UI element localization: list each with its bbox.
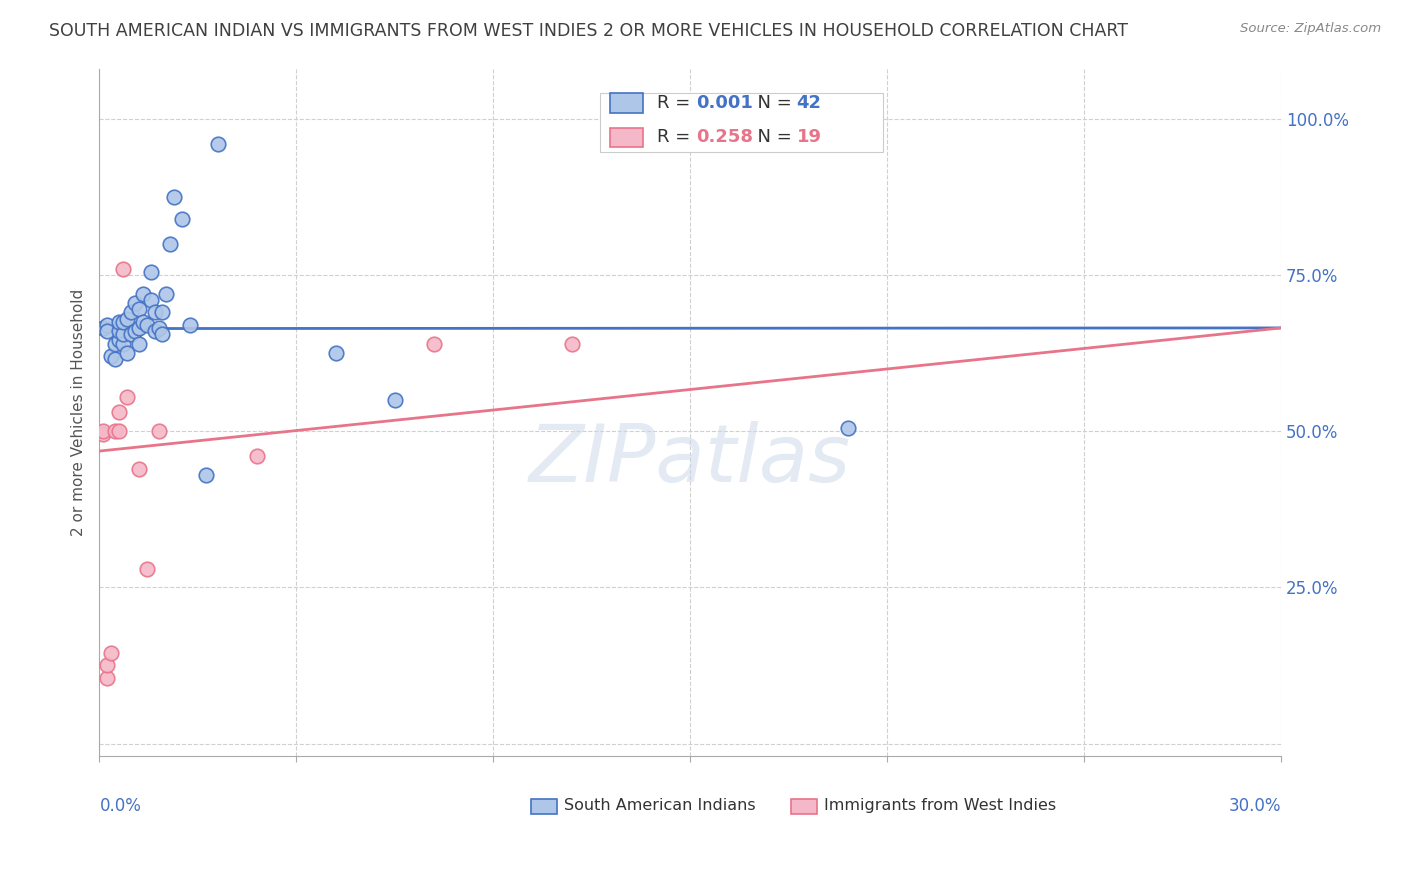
Point	[163, 189, 186, 203]
Point	[143, 324, 166, 338]
Text: N =: N =	[745, 94, 797, 112]
Point	[143, 305, 166, 319]
Point	[139, 265, 162, 279]
Point	[93, 321, 115, 335]
Point	[115, 390, 138, 404]
Point	[423, 336, 446, 351]
Point	[108, 315, 131, 329]
Point	[96, 318, 118, 332]
Text: 0.258: 0.258	[696, 128, 754, 146]
Point	[115, 346, 138, 360]
Point	[112, 315, 135, 329]
Point	[108, 405, 131, 419]
Point	[112, 327, 135, 342]
Bar	[790, 798, 817, 814]
Point	[100, 349, 122, 363]
Point	[179, 318, 201, 332]
Bar	[610, 94, 643, 112]
Point	[132, 315, 155, 329]
Bar	[530, 798, 557, 814]
Point	[100, 646, 122, 660]
Text: 30.0%: 30.0%	[1229, 797, 1281, 814]
Point	[108, 334, 131, 348]
Text: Source: ZipAtlas.com: Source: ZipAtlas.com	[1240, 22, 1381, 36]
Text: SOUTH AMERICAN INDIAN VS IMMIGRANTS FROM WEST INDIES 2 OR MORE VEHICLES IN HOUSE: SOUTH AMERICAN INDIAN VS IMMIGRANTS FROM…	[49, 22, 1128, 40]
Point	[120, 305, 142, 319]
Point	[120, 327, 142, 342]
Point	[837, 421, 859, 435]
Point	[194, 467, 217, 482]
Point	[96, 658, 118, 673]
Text: 0.001: 0.001	[696, 94, 754, 112]
Point	[207, 136, 229, 151]
Y-axis label: 2 or more Vehicles in Household: 2 or more Vehicles in Household	[72, 289, 86, 536]
Bar	[610, 128, 643, 147]
Point	[246, 449, 269, 463]
FancyBboxPatch shape	[600, 93, 883, 153]
Point	[104, 352, 127, 367]
Point	[155, 286, 177, 301]
Text: 0.0%: 0.0%	[100, 797, 142, 814]
Point	[152, 305, 174, 319]
Text: South American Indians: South American Indians	[564, 798, 755, 814]
Point	[124, 324, 146, 338]
Point	[115, 311, 138, 326]
Text: R =: R =	[657, 128, 696, 146]
Text: ZIPatlas: ZIPatlas	[529, 421, 851, 500]
Point	[108, 324, 131, 338]
Point	[135, 561, 157, 575]
Text: 42: 42	[797, 94, 821, 112]
Point	[112, 336, 135, 351]
Text: Immigrants from West Indies: Immigrants from West Indies	[824, 798, 1056, 814]
Point	[132, 286, 155, 301]
Point	[108, 424, 131, 438]
Point	[325, 346, 347, 360]
Text: R =: R =	[657, 94, 696, 112]
Point	[96, 671, 118, 685]
Point	[128, 302, 150, 317]
Point	[112, 261, 135, 276]
Point	[135, 318, 157, 332]
Point	[104, 424, 127, 438]
Point	[148, 424, 170, 438]
Point	[128, 336, 150, 351]
Point	[93, 424, 115, 438]
Point	[384, 392, 406, 407]
Point	[96, 324, 118, 338]
Point	[104, 336, 127, 351]
Point	[172, 211, 194, 226]
Point	[93, 427, 115, 442]
Point	[152, 327, 174, 342]
Point	[128, 321, 150, 335]
Text: N =: N =	[745, 128, 797, 146]
Point	[128, 461, 150, 475]
Point	[139, 293, 162, 307]
Point	[124, 296, 146, 310]
Point	[561, 336, 583, 351]
Text: 19: 19	[797, 128, 821, 146]
Point	[148, 321, 170, 335]
Point	[159, 236, 181, 251]
